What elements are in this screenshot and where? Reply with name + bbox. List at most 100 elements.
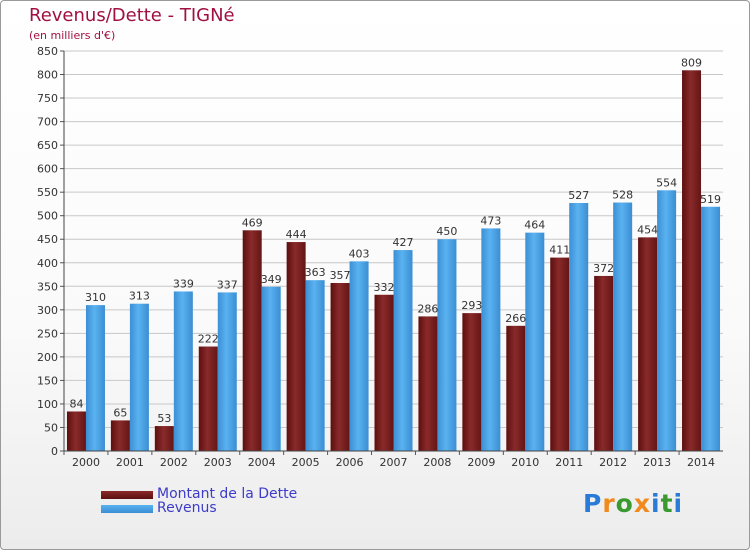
legend-label-debt: Montant de la Dette <box>157 486 298 502</box>
x-tick-label: 2005 <box>292 456 320 469</box>
bar-debt <box>110 420 130 451</box>
y-tick-label: 300 <box>37 304 58 317</box>
bar-revenue <box>85 305 105 451</box>
x-tick-label: 2010 <box>511 456 539 469</box>
bar-debt <box>154 426 174 451</box>
y-tick-label: 100 <box>37 398 58 411</box>
logo-letter: i <box>673 489 684 518</box>
data-label-revenue: 450 <box>436 225 457 238</box>
bar-revenue <box>305 280 325 451</box>
bar-debt <box>198 346 218 451</box>
bar-debt <box>418 316 438 451</box>
data-label-debt: 222 <box>198 333 219 346</box>
data-label-revenue: 310 <box>85 291 106 304</box>
bar-revenue <box>393 250 413 451</box>
x-tick-label: 2012 <box>599 456 627 469</box>
legend-swatch-debt <box>101 491 153 499</box>
proxiti-logo: Proxiti <box>583 489 683 518</box>
logo-letter: i <box>651 489 661 518</box>
data-label-debt: 293 <box>461 299 482 312</box>
bar-debt <box>550 257 570 451</box>
x-tick-label: 2004 <box>248 456 276 469</box>
x-tick-label: 2011 <box>555 456 583 469</box>
logo-letter: t <box>660 489 674 518</box>
x-tick-label: 2000 <box>72 456 100 469</box>
bar-revenue <box>481 228 501 451</box>
bar-debt <box>682 70 702 451</box>
y-tick-label: 500 <box>37 210 58 223</box>
y-tick-label: 650 <box>37 139 58 152</box>
data-label-debt: 469 <box>242 216 263 229</box>
data-label-debt: 454 <box>637 223 658 236</box>
bar-debt <box>286 242 306 451</box>
data-label-revenue: 403 <box>349 247 370 260</box>
bar-revenue <box>437 239 457 451</box>
bar-revenue <box>525 232 545 451</box>
logo-letter: x <box>633 489 651 518</box>
bar-revenue <box>613 202 633 451</box>
bar-debt <box>242 230 262 451</box>
bar-revenue <box>173 291 193 451</box>
logo-letter: r <box>602 489 616 518</box>
logo-letter: P <box>583 489 603 518</box>
data-label-debt: 53 <box>157 412 171 425</box>
y-tick-label: 600 <box>37 163 58 176</box>
data-label-revenue: 349 <box>261 273 282 286</box>
data-label-debt: 411 <box>549 244 570 257</box>
data-label-debt: 809 <box>681 56 702 69</box>
y-tick-label: 400 <box>37 257 58 270</box>
x-tick-label: 2008 <box>423 456 451 469</box>
data-label-revenue: 473 <box>480 214 501 227</box>
y-tick-label: 850 <box>37 45 58 58</box>
data-label-revenue: 527 <box>568 189 589 202</box>
bars <box>66 70 721 451</box>
y-tick-label: 150 <box>37 374 58 387</box>
bar-debt <box>506 325 526 451</box>
x-tick-label: 2007 <box>380 456 408 469</box>
y-tick-label: 550 <box>37 186 58 199</box>
y-tick-label: 200 <box>37 351 58 364</box>
y-tick-label: 0 <box>51 445 58 458</box>
y-tick-label: 350 <box>37 280 58 293</box>
bar-revenue <box>657 190 677 451</box>
y-tick-label: 800 <box>37 69 58 82</box>
y-tick-label: 50 <box>44 421 58 434</box>
bar-revenue <box>261 286 281 451</box>
data-label-debt: 286 <box>417 302 438 315</box>
data-label-debt: 357 <box>330 269 351 282</box>
legend-swatch-revenue <box>101 505 153 513</box>
data-label-debt: 65 <box>113 406 127 419</box>
data-label-revenue: 528 <box>612 189 633 202</box>
x-tick-label: 2013 <box>643 456 671 469</box>
data-label-revenue: 313 <box>129 290 150 303</box>
data-label-debt: 332 <box>374 281 395 294</box>
data-label-revenue: 554 <box>656 176 677 189</box>
data-label-revenue: 337 <box>217 278 238 291</box>
data-label-revenue: 519 <box>700 193 721 206</box>
bar-debt <box>66 411 86 451</box>
chart-title: Revenus/Dette - TIGNé <box>29 5 235 26</box>
x-tick-label: 2003 <box>204 456 232 469</box>
bar-debt <box>330 283 350 451</box>
x-tick-label: 2001 <box>116 456 144 469</box>
bar-debt <box>638 237 658 451</box>
data-label-revenue: 339 <box>173 277 194 290</box>
y-tick-label: 750 <box>37 92 58 105</box>
data-label-debt: 266 <box>505 312 526 325</box>
logo-letter: o <box>615 489 634 518</box>
data-label-revenue: 427 <box>393 236 414 249</box>
data-label-debt: 444 <box>286 228 307 241</box>
legend-label-revenue: Revenus <box>157 500 217 516</box>
y-tick-label: 700 <box>37 116 58 129</box>
data-labels: 84 310 65 313 53 339 222 337 469 349 444 363 357 403 3… <box>69 56 721 425</box>
x-tick-label: 2002 <box>160 456 188 469</box>
data-label-revenue: 363 <box>305 266 326 279</box>
bar-debt <box>374 294 394 451</box>
y-tick-label: 450 <box>37 233 58 246</box>
axes: 0 50 100 150 200 250 300 350 400 450 500 550 600 650 7… <box>37 45 723 469</box>
data-label-debt: 84 <box>69 397 83 410</box>
bar-revenue <box>349 261 369 451</box>
bar-debt <box>462 313 482 451</box>
